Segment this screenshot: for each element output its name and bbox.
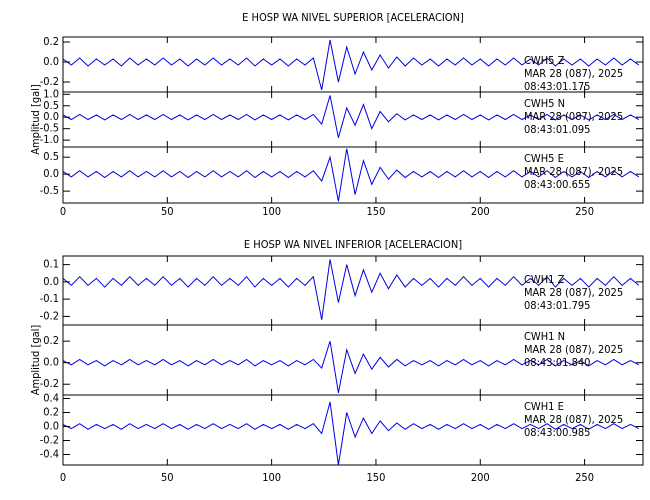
y-tick-label: -0.2 — [40, 75, 59, 88]
y-tick-label: -0.2 — [40, 309, 59, 322]
y-tick-label: 0.0 — [43, 420, 59, 433]
y-tick-label: 1.0 — [43, 87, 59, 100]
x-tick-label: 50 — [161, 471, 174, 484]
trace-label: MAR 28 (087), 2025 — [524, 110, 623, 123]
trace-label: MAR 28 (087), 2025 — [524, 413, 623, 426]
x-tick-label: 100 — [262, 471, 281, 484]
trace-label: MAR 28 (087), 2025 — [524, 67, 623, 80]
waveform — [62, 39, 640, 91]
panel-frame — [62, 394, 644, 466]
y-tick-label: 0.5 — [43, 150, 59, 163]
chart-title: E HOSP WA NIVEL INFERIOR [ACELERACION] — [244, 238, 462, 251]
y-tick-label: -0.2 — [40, 377, 59, 390]
y-axis-label: Amplitud [gal] — [29, 84, 42, 155]
trace-label: 08:43:01.840 — [524, 356, 590, 369]
x-tick-label: 200 — [471, 471, 490, 484]
chart-title: E HOSP WA NIVEL SUPERIOR [ACELERACION] — [242, 11, 464, 24]
y-tick-label: 0.5 — [43, 99, 59, 112]
trace-label: CWH5 Z — [524, 54, 565, 67]
trace-label: MAR 28 (087), 2025 — [524, 165, 623, 178]
x-tick-label: 250 — [575, 205, 594, 218]
y-tick-label: 0.0 — [43, 110, 59, 123]
waveform — [62, 95, 640, 138]
y-tick-label: 0.0 — [43, 167, 59, 180]
trace-label: CWH5 N — [524, 97, 565, 110]
trace-label: 08:43:01.175 — [524, 80, 590, 93]
y-tick-label: -0.4 — [40, 448, 59, 461]
trace-label: CWH1 N — [524, 330, 565, 343]
y-tick-label: -0.1 — [40, 292, 59, 305]
waveform — [62, 341, 640, 393]
x-tick-label: 0 — [60, 205, 66, 218]
x-tick-label: 0 — [60, 471, 66, 484]
panel-frame — [62, 146, 644, 204]
trace-label: 08:43:00.985 — [524, 426, 590, 439]
trace-label: 08:43:01.795 — [524, 299, 590, 312]
y-tick-label: 0.2 — [43, 334, 59, 347]
y-axis-label: Amplitud [gal] — [29, 325, 42, 396]
y-tick-label: 0.4 — [43, 392, 59, 405]
y-tick-label: 0.1 — [43, 258, 59, 271]
trace-label: MAR 28 (087), 2025 — [524, 286, 623, 299]
trace-label: CWH5 E — [524, 152, 564, 165]
x-tick-label: 150 — [367, 471, 386, 484]
waveform — [62, 401, 640, 466]
trace-label: MAR 28 (087), 2025 — [524, 343, 623, 356]
y-tick-label: 0.2 — [43, 35, 59, 48]
x-tick-label: 150 — [367, 205, 386, 218]
x-tick-label: 50 — [161, 205, 174, 218]
y-tick-label: -0.5 — [40, 122, 59, 135]
trace-label: CWH1 Z — [524, 273, 565, 286]
waveform — [62, 148, 640, 202]
trace-label: 08:43:01.095 — [524, 123, 590, 136]
y-tick-label: -0.2 — [40, 434, 59, 447]
y-tick-label: -0.5 — [40, 184, 59, 197]
x-tick-label: 250 — [575, 471, 594, 484]
y-tick-label: 0.0 — [43, 275, 59, 288]
x-tick-label: 200 — [471, 205, 490, 218]
trace-label: CWH1 E — [524, 400, 564, 413]
y-tick-label: 0.0 — [43, 356, 59, 369]
x-tick-label: 100 — [262, 205, 281, 218]
waveform — [62, 259, 640, 320]
y-tick-label: -1.0 — [40, 133, 59, 146]
y-tick-label: 0.0 — [43, 55, 59, 68]
y-tick-label: 0.2 — [43, 406, 59, 419]
trace-label: 08:43:00.655 — [524, 178, 590, 191]
